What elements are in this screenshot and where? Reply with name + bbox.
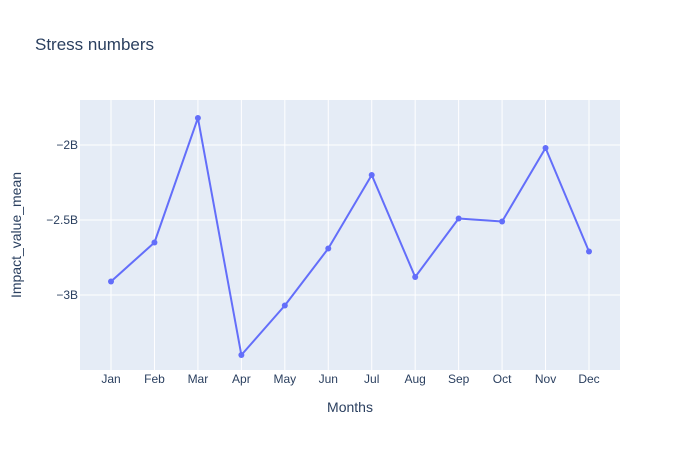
chart-title: Stress numbers [35, 35, 154, 54]
data-point[interactable] [455, 215, 462, 222]
x-tick-label: Feb [144, 372, 165, 386]
x-tick-label: May [273, 372, 296, 386]
x-tick-label: Nov [535, 372, 556, 386]
y-tick-label: −2.5B [46, 213, 78, 227]
data-point[interactable] [325, 245, 332, 252]
series-line [110, 117, 590, 356]
data-point[interactable] [281, 302, 288, 309]
y-gridlines [80, 144, 620, 296]
data-point[interactable] [108, 278, 114, 285]
data-point[interactable] [412, 274, 419, 280]
y-tick-label: −3B [56, 288, 78, 302]
x-axis-title: Months [327, 399, 373, 415]
data-point[interactable] [238, 352, 245, 358]
x-tick-label: Dec [578, 372, 599, 386]
y-axis-title: Impact_value_mean [8, 172, 24, 298]
x-tick-label: Jul [364, 372, 379, 386]
x-tick-label: Jan [101, 372, 120, 386]
y-tick-labels: −3B −2.5B −2B [46, 138, 78, 302]
series-layer [108, 115, 592, 358]
data-point[interactable] [586, 248, 592, 255]
plot-background [80, 100, 620, 370]
x-tick-label: Apr [232, 372, 251, 386]
x-tick-label: Oct [493, 372, 512, 386]
data-point[interactable] [542, 145, 549, 151]
x-tick-label: Mar [188, 372, 209, 386]
x-tick-label: Sep [448, 372, 470, 386]
x-tick-labels: Jan Feb Mar Apr May Jun Jul Aug Sep Oct Nov Dec [101, 372, 599, 386]
data-point[interactable] [368, 172, 375, 178]
x-tick-label: Aug [405, 372, 426, 386]
y-tick-label: −2B [56, 138, 78, 152]
x-tick-label: Jun [319, 372, 338, 386]
data-point[interactable] [194, 115, 201, 121]
data-point[interactable] [151, 239, 158, 246]
data-point[interactable] [499, 218, 506, 225]
